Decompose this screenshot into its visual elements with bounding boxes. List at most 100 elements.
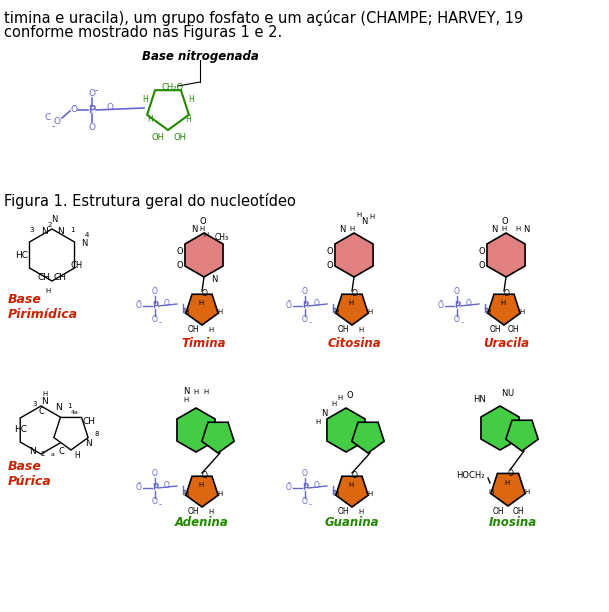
Text: H: H	[367, 491, 373, 497]
Text: Adenina: Adenina	[175, 516, 229, 529]
Text: CH₃: CH₃	[215, 233, 229, 242]
Text: OH: OH	[512, 507, 524, 517]
Text: H: H	[203, 389, 209, 395]
Text: C: C	[58, 447, 64, 457]
Text: -: -	[138, 479, 141, 488]
Polygon shape	[186, 476, 218, 507]
Text: O: O	[479, 261, 485, 269]
Text: 2: 2	[48, 222, 52, 228]
Text: HOCH₂: HOCH₂	[456, 471, 484, 480]
Text: U: U	[507, 389, 513, 398]
Text: -: -	[72, 100, 76, 110]
Text: P: P	[302, 483, 308, 493]
Text: O: O	[508, 469, 514, 477]
Text: HC: HC	[15, 425, 27, 435]
Text: H: H	[185, 116, 191, 124]
Text: H: H	[358, 509, 364, 515]
Text: Timina: Timina	[181, 337, 227, 350]
Text: O: O	[152, 316, 158, 324]
Polygon shape	[185, 233, 223, 277]
Text: -: -	[158, 501, 161, 510]
Text: H: H	[504, 480, 510, 486]
Text: OH: OH	[174, 133, 186, 143]
Text: H: H	[217, 309, 223, 315]
Text: O: O	[54, 118, 60, 127]
Text: -: -	[287, 479, 290, 488]
Text: O: O	[326, 261, 333, 269]
Text: H: H	[348, 300, 354, 306]
Text: N: N	[211, 275, 217, 283]
Text: H: H	[217, 491, 223, 497]
Polygon shape	[352, 422, 384, 453]
Text: Base
Pirimídica: Base Pirimídica	[8, 293, 78, 321]
Text: conforme mostrado nas Figuras 1 e 2.: conforme mostrado nas Figuras 1 e 2.	[4, 25, 282, 40]
Text: P: P	[152, 483, 158, 493]
Text: O: O	[502, 217, 509, 225]
Text: H: H	[142, 95, 148, 105]
Text: a: a	[51, 452, 55, 457]
Text: timina e uracila), um grupo fosfato e um açúcar (CHAMPE; HARVEY, 19: timina e uracila), um grupo fosfato e um…	[4, 10, 523, 26]
Text: O: O	[302, 498, 308, 507]
Text: -: -	[94, 85, 98, 95]
Text: O: O	[164, 299, 170, 307]
Text: H: H	[315, 419, 320, 425]
Text: P: P	[302, 302, 308, 310]
Text: H: H	[333, 491, 339, 497]
Text: 3: 3	[30, 227, 34, 233]
Text: HN: HN	[474, 395, 487, 405]
Text: O: O	[202, 471, 208, 480]
Text: CH₂O: CH₂O	[162, 83, 184, 92]
Text: CH: CH	[38, 274, 51, 283]
Text: OH: OH	[337, 507, 349, 517]
Text: CH: CH	[71, 261, 83, 269]
Text: O: O	[177, 261, 183, 269]
Text: H: H	[188, 95, 194, 105]
Polygon shape	[491, 474, 525, 506]
Text: 4: 4	[85, 232, 89, 238]
Text: O: O	[200, 217, 206, 225]
Text: H: H	[370, 214, 375, 220]
Text: H: H	[488, 489, 494, 495]
Text: O: O	[202, 289, 208, 299]
Polygon shape	[506, 420, 538, 451]
Text: H: H	[524, 489, 530, 495]
Text: O: O	[71, 105, 77, 114]
Text: O: O	[352, 471, 358, 480]
Text: Base
Púrica: Base Púrica	[8, 460, 52, 488]
Text: O: O	[314, 480, 320, 490]
Text: OH: OH	[187, 326, 199, 335]
Text: O: O	[454, 288, 460, 296]
Text: H: H	[43, 391, 48, 397]
Text: N: N	[491, 225, 497, 234]
Text: H: H	[208, 509, 214, 515]
Text: H: H	[367, 309, 373, 315]
Text: O: O	[286, 483, 292, 493]
Text: H: H	[333, 309, 339, 315]
Text: H: H	[46, 288, 51, 294]
Text: O: O	[302, 288, 308, 296]
Text: H: H	[203, 232, 209, 238]
Text: Inosina: Inosina	[489, 516, 537, 529]
Text: H: H	[515, 226, 521, 232]
Text: OH: OH	[187, 507, 199, 517]
Text: -: -	[309, 501, 311, 510]
Text: 2: 2	[41, 451, 45, 457]
Text: OH: OH	[337, 326, 349, 335]
Text: O: O	[302, 469, 308, 479]
Text: P: P	[152, 302, 158, 310]
Text: -: -	[460, 318, 463, 327]
Polygon shape	[336, 476, 368, 507]
Text: O: O	[466, 299, 472, 307]
Text: P: P	[88, 105, 96, 115]
Text: O: O	[302, 316, 308, 324]
Text: H: H	[147, 116, 153, 124]
Text: HC: HC	[15, 250, 29, 259]
Text: O: O	[177, 247, 183, 255]
Text: H: H	[485, 309, 491, 315]
Text: H: H	[199, 482, 203, 488]
Text: CH: CH	[82, 417, 96, 427]
Text: Figura 1. Estrutura geral do nucleotídeo: Figura 1. Estrutura geral do nucleotídeo	[4, 193, 296, 209]
Text: O: O	[88, 122, 96, 132]
Text: H: H	[74, 452, 80, 460]
Text: CH: CH	[54, 274, 66, 283]
